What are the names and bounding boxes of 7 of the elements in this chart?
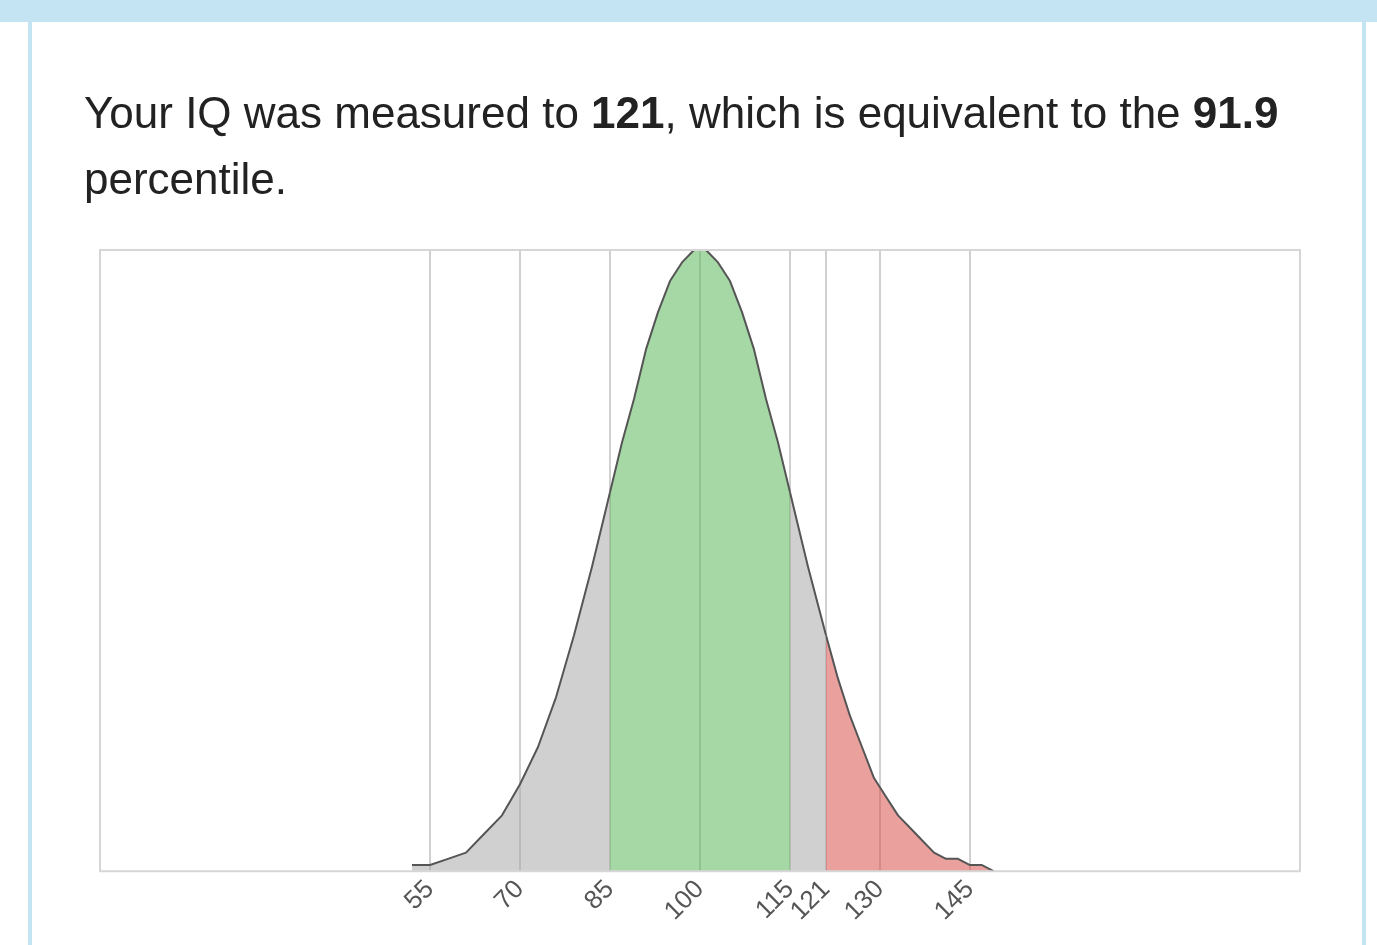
chart-title: Your IQ was measured to 121, which is equivalent to the 91.9 percentile. (84, 88, 1279, 203)
x-tick-label: 70 (487, 873, 530, 916)
x-tick-label: 85 (577, 873, 620, 916)
x-tick-label: 100 (657, 873, 710, 926)
x-tick-label: 55 (397, 873, 440, 916)
x-tick-label: 145 (927, 873, 980, 926)
x-tick-label: 130 (837, 873, 890, 926)
